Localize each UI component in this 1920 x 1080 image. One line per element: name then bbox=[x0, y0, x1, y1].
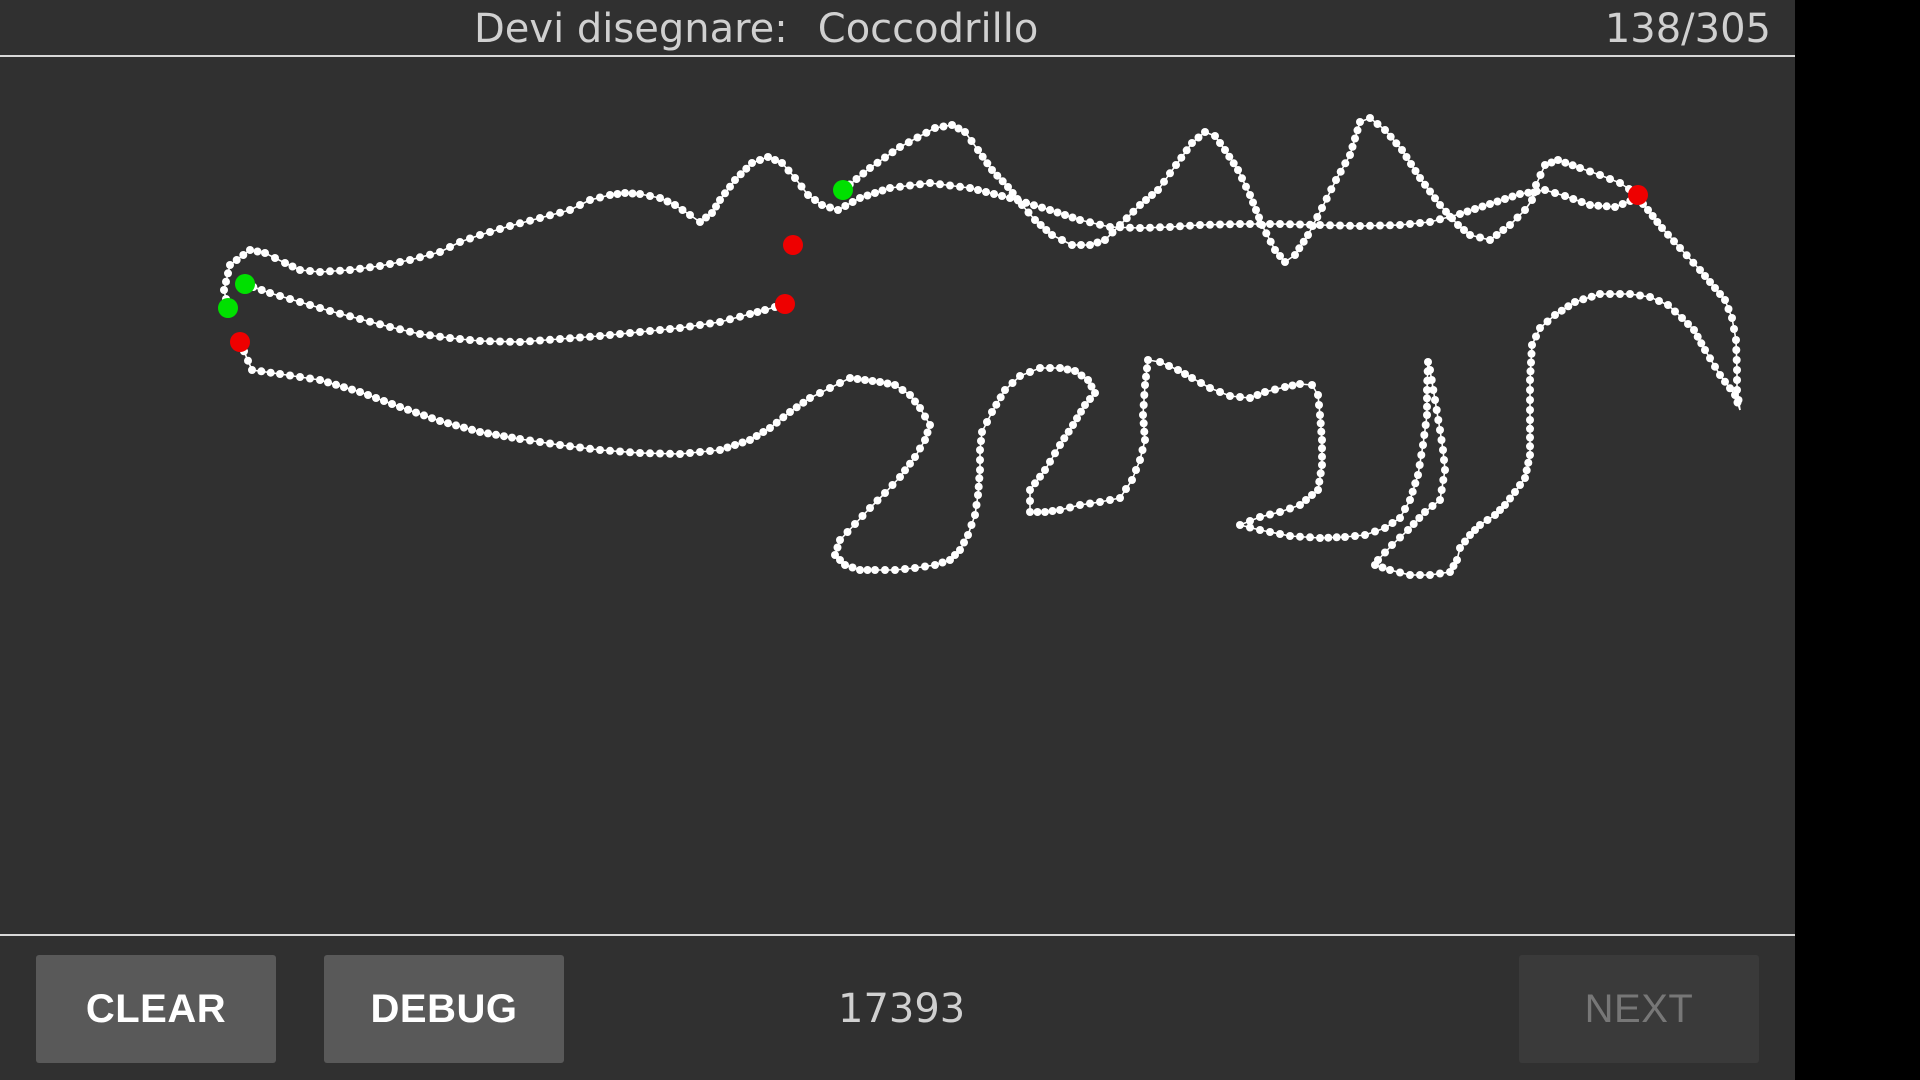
stroke-end-marker bbox=[230, 332, 250, 352]
sketch-stroke bbox=[239, 293, 1741, 576]
stroke-points bbox=[241, 280, 779, 346]
stroke-points bbox=[220, 153, 1743, 404]
target-word: Coccodrillo bbox=[817, 6, 1039, 52]
footer-bar: CLEAR DEBUG 17393 NEXT bbox=[0, 934, 1795, 1080]
stroke-end-marker bbox=[1628, 185, 1648, 205]
drawing-canvas[interactable] bbox=[0, 58, 1795, 934]
stroke-end-marker bbox=[775, 294, 795, 314]
stroke-end-marker bbox=[783, 235, 803, 255]
sketch-svg[interactable] bbox=[0, 58, 1795, 934]
score-value: 17393 bbox=[838, 986, 966, 1032]
sketch-stroke bbox=[244, 283, 786, 343]
clear-button[interactable]: CLEAR bbox=[36, 955, 276, 1063]
stroke-start-marker bbox=[833, 180, 853, 200]
header-bar: Devi disegnare: Coccodrillo 138/305 bbox=[0, 0, 1795, 57]
prompt-label: Devi disegnare: bbox=[474, 6, 788, 52]
stroke-points bbox=[839, 114, 1633, 266]
drawing-app: Devi disegnare: Coccodrillo 138/305 CLEAR… bbox=[0, 0, 1795, 1080]
debug-button[interactable]: DEBUG bbox=[324, 955, 564, 1063]
stroke-points bbox=[236, 290, 1742, 579]
stroke-start-marker bbox=[218, 298, 238, 318]
progress-counter: 138/305 bbox=[1604, 6, 1771, 52]
stroke-start-marker bbox=[235, 274, 255, 294]
next-button[interactable]: NEXT bbox=[1519, 955, 1759, 1063]
drawing-prompt: Devi disegnare: Coccodrillo bbox=[474, 6, 1038, 52]
